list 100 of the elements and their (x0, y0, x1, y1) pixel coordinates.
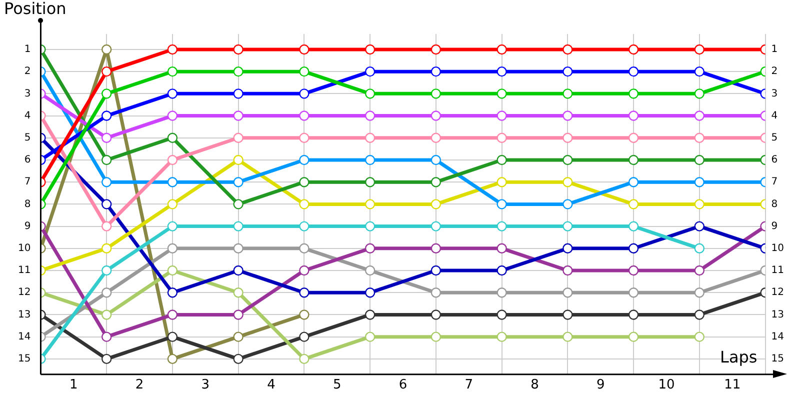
y2-tick-label: 2 (771, 66, 778, 78)
point (562, 199, 573, 210)
point (101, 199, 112, 210)
point (101, 221, 112, 232)
point (694, 176, 705, 188)
point (562, 44, 573, 55)
point (364, 66, 376, 77)
x-tick-label: 7 (464, 378, 474, 393)
point (694, 243, 705, 254)
point (628, 243, 639, 254)
point (101, 288, 112, 298)
y2-tick-label: 14 (771, 331, 784, 342)
point (430, 88, 442, 99)
point (628, 310, 639, 320)
point (694, 44, 705, 55)
point (364, 265, 376, 276)
point (628, 110, 639, 121)
y2-tick-label: 11 (771, 265, 784, 276)
y-tick-label: 2 (24, 66, 31, 78)
point (299, 44, 310, 55)
point (101, 110, 112, 121)
point (694, 265, 705, 276)
point (167, 199, 178, 210)
point (364, 132, 376, 143)
point (364, 288, 376, 298)
y2-tick-label: 9 (771, 220, 778, 232)
point (101, 88, 112, 99)
point (694, 288, 705, 298)
point (628, 66, 639, 77)
point (101, 176, 112, 188)
y-tick-label: 7 (24, 176, 31, 188)
point (233, 332, 244, 342)
point (364, 199, 376, 210)
point (496, 88, 507, 99)
point (101, 154, 112, 166)
point (167, 44, 178, 55)
point (364, 332, 376, 342)
point (233, 243, 244, 254)
point (364, 88, 376, 99)
point (299, 66, 310, 77)
y2-tick-label: 8 (771, 198, 778, 210)
y2-tick-label: 5 (771, 132, 778, 144)
point (430, 154, 442, 166)
y2-tick-label: 1 (771, 44, 778, 56)
point (628, 44, 639, 55)
point (233, 132, 244, 143)
x-tick-label: 3 (201, 378, 210, 393)
point (167, 332, 178, 342)
point (430, 66, 442, 77)
point (101, 132, 112, 143)
point (562, 265, 573, 276)
point (430, 243, 442, 254)
y-tick-label: 5 (24, 132, 31, 144)
x-axis-title: Laps (720, 347, 758, 366)
point (430, 265, 442, 276)
point (496, 154, 507, 166)
point (167, 132, 178, 143)
point (167, 243, 178, 254)
point (299, 221, 310, 232)
y-tick-label: 13 (18, 309, 31, 320)
point (694, 132, 705, 143)
y-tick-label: 10 (18, 243, 31, 254)
point (299, 132, 310, 143)
point (233, 288, 244, 298)
point (167, 288, 178, 298)
point (233, 221, 244, 232)
point (694, 199, 705, 210)
point (167, 154, 178, 166)
point (364, 44, 376, 55)
y2-tick-label: 3 (771, 88, 778, 100)
x-tick-label: 4 (267, 378, 276, 393)
y-tick-label: 9 (24, 220, 31, 232)
x-tick-label: 1 (70, 378, 78, 393)
point (233, 154, 244, 166)
point (233, 176, 244, 188)
point (628, 199, 639, 210)
point (430, 310, 442, 320)
point (694, 332, 705, 342)
x-tick-label: 11 (724, 378, 741, 393)
point (299, 332, 310, 342)
point (299, 265, 310, 276)
point (694, 221, 705, 232)
point (233, 199, 244, 210)
point (299, 199, 310, 210)
point (101, 44, 112, 55)
y-tick-label: 11 (18, 265, 31, 276)
x-tick-label: 2 (135, 378, 144, 393)
y-tick-label: 1 (24, 44, 31, 56)
point (496, 66, 507, 77)
point (562, 66, 573, 77)
point (299, 288, 310, 298)
point (233, 265, 244, 276)
point (628, 176, 639, 188)
point (233, 66, 244, 77)
y-tick-label: 3 (24, 88, 31, 100)
point (496, 44, 507, 55)
point (496, 310, 507, 320)
point (101, 66, 112, 77)
point (562, 310, 573, 320)
point (496, 243, 507, 254)
